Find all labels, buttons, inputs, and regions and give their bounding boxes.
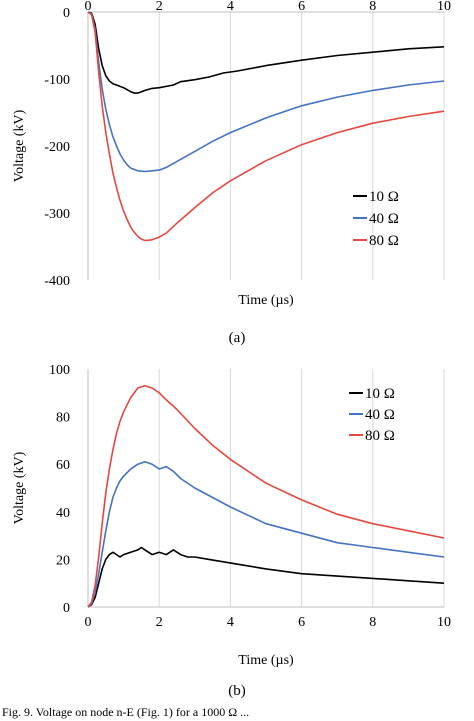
chart-b-y-tick-label: 80 bbox=[56, 411, 70, 426]
caption-b: (b) bbox=[228, 683, 246, 699]
chart-a-y-tick-label: 0 bbox=[63, 6, 70, 21]
chart-a-x-tick-label: 0 bbox=[85, 0, 92, 14]
chart-b-y-tick-label: 100 bbox=[49, 363, 70, 378]
chart-a-series-line-2 bbox=[87, 11, 445, 173]
chart-a-x-axis-title: Time (µs) bbox=[238, 293, 294, 308]
chart-a-y-axis-title: Voltage (kV) bbox=[12, 109, 27, 182]
chart-a-y-tick-label: -100 bbox=[44, 73, 70, 88]
chart-a: 0 2 4 6 8 10 0 -100 -200 -300 -400 Time (µs) Voltage… bbox=[12, 0, 451, 308]
chart-b-y-tick-label: 20 bbox=[56, 553, 70, 568]
chart-a-y-tick-label: -400 bbox=[44, 274, 70, 289]
chart-b-series-line-2 bbox=[87, 461, 445, 608]
chart-b-x-tick-label: 8 bbox=[369, 615, 376, 630]
chart-a-x-tick-label: 8 bbox=[369, 0, 376, 14]
chart-b-y-tick-label: 40 bbox=[56, 506, 70, 521]
chart-b-legend-label-3: 80 Ω bbox=[365, 428, 395, 444]
footer-text: Fig. 9. Voltage on node n-E (Fig. 1) for… bbox=[2, 705, 249, 719]
chart-b-y-tick-label: 0 bbox=[63, 601, 70, 616]
chart-a-x-tick-label: 2 bbox=[156, 0, 163, 14]
chart-a-x-tick-label: 4 bbox=[227, 0, 234, 14]
chart-a-legend-label-3: 80 Ω bbox=[369, 233, 399, 249]
chart-b-y-axis-title: Voltage (kV) bbox=[12, 451, 27, 524]
chart-a-series-line-3 bbox=[87, 11, 445, 242]
chart-a-x-tick-label: 10 bbox=[437, 0, 451, 14]
chart-b-x-tick-label: 6 bbox=[298, 615, 305, 630]
chart-a-series-line-1 bbox=[87, 11, 445, 94]
chart-a-y-tick-label: -300 bbox=[44, 207, 70, 222]
chart-b-legend-label-2: 40 Ω bbox=[365, 407, 395, 423]
chart-b-legend-label-1: 10 Ω bbox=[365, 386, 395, 402]
chart-a-x-tick-label: 6 bbox=[298, 0, 305, 14]
chart-b-x-tick-label: 4 bbox=[227, 615, 234, 630]
chart-a-y-tick-label: -200 bbox=[44, 140, 70, 155]
chart-b-x-tick-label: 2 bbox=[156, 615, 163, 630]
chart-b-series-line-1 bbox=[87, 546, 445, 608]
chart-a-legend-label-2: 40 Ω bbox=[369, 211, 399, 227]
chart-b-series-line-3 bbox=[87, 384, 445, 608]
caption-a: (a) bbox=[229, 330, 246, 346]
chart-b-x-tick-label: 0 bbox=[85, 615, 92, 630]
chart-b-y-tick-label: 60 bbox=[56, 458, 70, 473]
chart-a-legend-label-1: 10 Ω bbox=[369, 189, 399, 205]
chart-b-x-tick-label: 10 bbox=[437, 615, 451, 630]
chart-b-x-axis-title: Time (µs) bbox=[238, 653, 294, 668]
